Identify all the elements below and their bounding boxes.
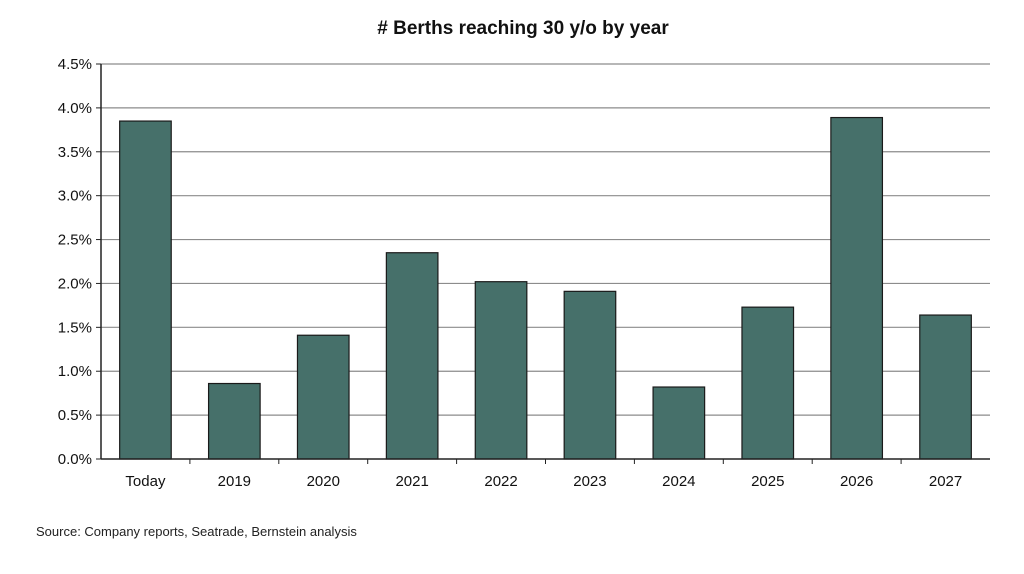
bar-2025 (741, 306, 795, 460)
x-tick-label: 2022 (484, 473, 517, 490)
source-note: Source: Company reports, Seatrade, Berns… (36, 524, 357, 539)
bar-2020 (296, 334, 350, 460)
x-tick-label: Today (125, 473, 166, 490)
x-tick-label: 2024 (662, 473, 695, 490)
y-tick-label: 0.0% (58, 451, 92, 468)
x-tick-label: 2023 (573, 473, 606, 490)
y-tick-label: 4.5% (58, 56, 92, 73)
y-tick-label: 2.5% (58, 232, 92, 249)
y-tick-label: 1.0% (58, 363, 92, 380)
bar-2024 (652, 386, 706, 460)
x-tick-label: 2025 (751, 473, 784, 490)
bar-2019 (207, 382, 261, 460)
x-tick-label: 2027 (929, 473, 962, 490)
y-axis-ticks: 0.0% 0.5% 1.0% 1.5% 2.0% 2.5% 3.0% 3.5% 4.0% 4.5% (58, 56, 101, 468)
y-tick-label: 3.5% (58, 144, 92, 161)
y-tick-label: 2.0% (58, 275, 92, 292)
bar-today (119, 120, 172, 460)
bar-2021 (385, 252, 439, 460)
bar-2026 (830, 116, 884, 460)
y-tick-label: 0.5% (58, 407, 92, 424)
y-tick-label: 1.5% (58, 319, 92, 336)
x-tick-label: 2026 (840, 473, 873, 490)
y-tick-label: 3.0% (58, 188, 92, 205)
bar-2027 (919, 314, 972, 460)
bar-2022 (474, 281, 528, 460)
chart-title: # Berths reaching 30 y/o by year (377, 18, 669, 39)
x-tick-label: 2019 (218, 473, 251, 490)
bar-2023 (563, 290, 617, 460)
x-tick-label: 2020 (307, 473, 340, 490)
y-tick-label: 4.0% (58, 100, 92, 117)
bars (119, 116, 972, 460)
x-axis-ticks: Today 2019 2020 2021 2022 2023 2024 2025 2026 202… (125, 459, 962, 490)
x-tick-label: 2021 (395, 473, 428, 490)
gridlines (101, 63, 990, 416)
